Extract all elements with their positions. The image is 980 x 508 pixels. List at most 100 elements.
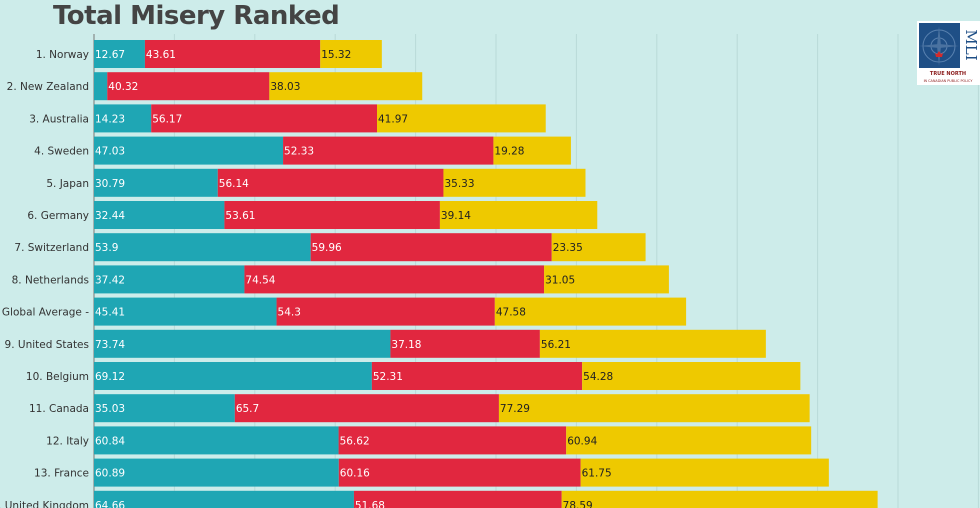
data-label: 12.67: [95, 49, 125, 61]
data-label: 74.54: [245, 274, 275, 286]
bar-segment: [539, 329, 766, 358]
data-label: 51.68: [355, 500, 385, 508]
data-label: 37.42: [95, 274, 125, 286]
category-label: - Global Average -: [0, 307, 89, 319]
bar-segment: [390, 329, 540, 358]
data-label: 40.32: [108, 81, 138, 93]
data-label: 54.28: [583, 371, 613, 383]
data-label: 56.14: [219, 178, 249, 190]
bar-segment: [244, 265, 545, 294]
bar-segment: [580, 458, 829, 487]
bar-segment: [94, 168, 218, 197]
data-label: 56.21: [541, 339, 571, 351]
data-label: 47.03: [95, 146, 125, 158]
bar-segment: [94, 233, 311, 262]
bar-segment: [151, 104, 378, 133]
bar-segment: [94, 40, 145, 68]
bar-segment: [371, 362, 583, 390]
bar-segment: [544, 265, 669, 294]
data-label: 69.12: [95, 371, 125, 383]
category-label: 8. Netherlands: [12, 274, 89, 286]
data-label: 39.14: [441, 210, 471, 222]
data-label: 37.18: [391, 339, 421, 351]
bar-segment: [566, 426, 812, 455]
data-label: 23.35: [553, 242, 583, 254]
bar-segment: [224, 201, 440, 229]
bar-segment: [94, 329, 391, 358]
bar-segment: [551, 233, 646, 262]
data-label: 54.3: [278, 307, 301, 319]
svg-text:MLI: MLI: [962, 29, 980, 60]
data-label: 56.17: [152, 113, 182, 125]
data-label: 53.61: [225, 210, 255, 222]
data-label: 78.59: [563, 500, 593, 508]
bar-segment: [269, 72, 423, 101]
data-label: 65.7: [236, 403, 259, 415]
bar-segment: [94, 104, 152, 133]
data-label: 14.23: [95, 113, 125, 125]
category-label: 13. France: [34, 468, 89, 480]
bar-segment: [338, 426, 567, 455]
data-label: 45.41: [95, 307, 125, 319]
data-label: 73.74: [95, 339, 125, 351]
data-label: 30.79: [95, 178, 125, 190]
bar-segment: [234, 394, 499, 423]
bar-segment: [94, 201, 225, 229]
bar-segment: [377, 104, 546, 133]
category-label: 2. New Zealand: [7, 81, 89, 93]
category-label: 6. Germany: [27, 210, 89, 222]
bar-segment: [439, 201, 598, 229]
bar-segment: [144, 40, 321, 68]
category-label: 11. Canada: [29, 403, 89, 415]
data-label: 35.03: [95, 403, 125, 415]
category-label: 7. Switzerland: [14, 242, 89, 254]
category-label: 1. Norway: [36, 49, 89, 61]
data-label: 15.32: [321, 49, 351, 61]
category-label: 10. Belgium: [26, 371, 89, 383]
bar-segment: [94, 458, 339, 487]
bar-segment: [94, 297, 277, 326]
data-label: 56.62: [340, 435, 370, 447]
bar-segment: [94, 394, 235, 423]
bar-segment: [94, 362, 372, 390]
chart-title: Total Misery Ranked: [53, 1, 340, 31]
data-label: 35.33: [444, 178, 474, 190]
data-label: 60.84: [95, 435, 125, 447]
category-label: 3. Australia: [29, 113, 89, 125]
bar-segment: [94, 426, 339, 455]
data-label: 52.33: [284, 146, 314, 158]
svg-text:IN CANADIAN PUBLIC POLICY: IN CANADIAN PUBLIC POLICY: [924, 79, 974, 83]
bar-segment: [338, 458, 581, 487]
bar-segment: [561, 490, 878, 508]
data-label: 60.89: [95, 468, 125, 480]
bar-segment: [494, 297, 687, 326]
bar-segment: [94, 136, 284, 165]
data-label: 47.58: [496, 307, 526, 319]
bar-segment: [498, 394, 810, 423]
data-label: 43.61: [146, 49, 176, 61]
bar-segment: [94, 490, 354, 508]
data-label: 38.03: [270, 81, 300, 93]
mli-logo: MLI TRUE NORTH IN CANADIAN PUBLIC POLICY: [917, 21, 980, 85]
data-label: 64.66: [95, 500, 125, 508]
bar-segment: [443, 168, 586, 197]
data-label: 53.9: [95, 242, 118, 254]
data-label: 59.96: [312, 242, 342, 254]
bar-segment: [107, 72, 270, 101]
bar-segment: [217, 168, 444, 197]
bar-segment: [94, 265, 245, 294]
data-label: 52.31: [373, 371, 403, 383]
data-label: 32.44: [95, 210, 125, 222]
bar-segment: [283, 136, 494, 165]
bar-segment: [310, 233, 552, 262]
bar-segment: [353, 490, 562, 508]
bar-segment: [582, 362, 801, 390]
bar-segment: [276, 297, 495, 326]
data-label: 60.94: [567, 435, 597, 447]
data-label: 31.05: [545, 274, 575, 286]
category-label: 12. Italy: [46, 435, 89, 447]
data-label: 19.28: [494, 146, 524, 158]
category-label: 9. United States: [5, 339, 89, 351]
data-label: 60.16: [340, 468, 370, 480]
